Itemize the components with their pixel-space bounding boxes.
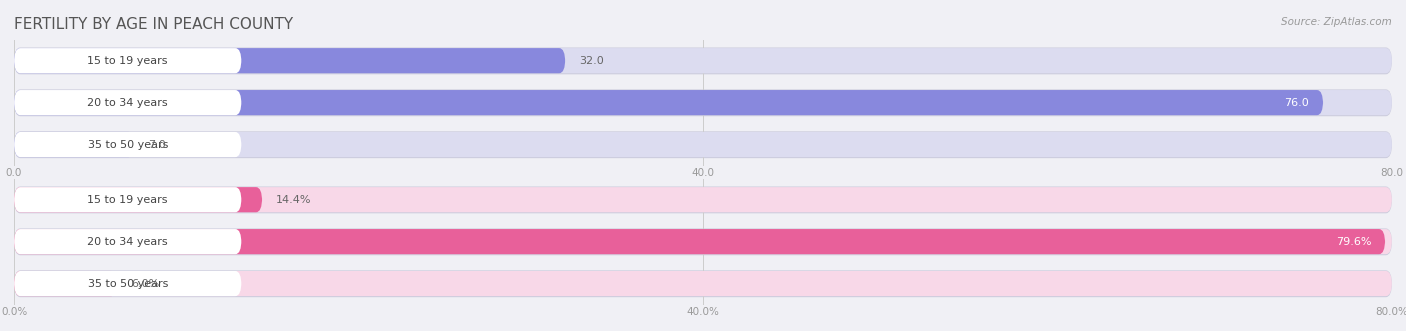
FancyBboxPatch shape: [14, 186, 1392, 213]
FancyBboxPatch shape: [14, 132, 1392, 157]
Text: 15 to 19 years: 15 to 19 years: [87, 56, 167, 66]
Text: 20 to 34 years: 20 to 34 years: [87, 98, 169, 108]
FancyBboxPatch shape: [14, 228, 1392, 255]
FancyBboxPatch shape: [14, 48, 1392, 73]
Text: 7.0: 7.0: [149, 140, 166, 150]
Text: FERTILITY BY AGE IN PEACH COUNTY: FERTILITY BY AGE IN PEACH COUNTY: [14, 17, 294, 32]
FancyBboxPatch shape: [14, 271, 118, 296]
FancyBboxPatch shape: [14, 48, 565, 73]
Text: 32.0: 32.0: [579, 56, 603, 66]
FancyBboxPatch shape: [14, 229, 242, 254]
FancyBboxPatch shape: [14, 90, 1392, 115]
FancyBboxPatch shape: [14, 271, 242, 296]
FancyBboxPatch shape: [14, 90, 242, 115]
Text: 35 to 50 years: 35 to 50 years: [87, 279, 167, 289]
Text: 14.4%: 14.4%: [276, 195, 311, 205]
FancyBboxPatch shape: [14, 187, 242, 212]
FancyBboxPatch shape: [14, 132, 242, 157]
Text: 76.0: 76.0: [1285, 98, 1309, 108]
FancyBboxPatch shape: [14, 229, 1392, 254]
Text: 15 to 19 years: 15 to 19 years: [87, 195, 167, 205]
FancyBboxPatch shape: [14, 131, 1392, 158]
Text: Source: ZipAtlas.com: Source: ZipAtlas.com: [1281, 17, 1392, 27]
Text: 6.0%: 6.0%: [131, 279, 159, 289]
FancyBboxPatch shape: [14, 47, 1392, 74]
FancyBboxPatch shape: [14, 187, 1392, 212]
Text: 35 to 50 years: 35 to 50 years: [87, 140, 167, 150]
FancyBboxPatch shape: [14, 132, 135, 157]
FancyBboxPatch shape: [14, 90, 1323, 115]
Text: 79.6%: 79.6%: [1336, 237, 1371, 247]
FancyBboxPatch shape: [14, 89, 1392, 116]
FancyBboxPatch shape: [14, 229, 1385, 254]
Text: 20 to 34 years: 20 to 34 years: [87, 237, 169, 247]
FancyBboxPatch shape: [14, 187, 262, 212]
FancyBboxPatch shape: [14, 270, 1392, 297]
FancyBboxPatch shape: [14, 48, 242, 73]
FancyBboxPatch shape: [14, 271, 1392, 296]
